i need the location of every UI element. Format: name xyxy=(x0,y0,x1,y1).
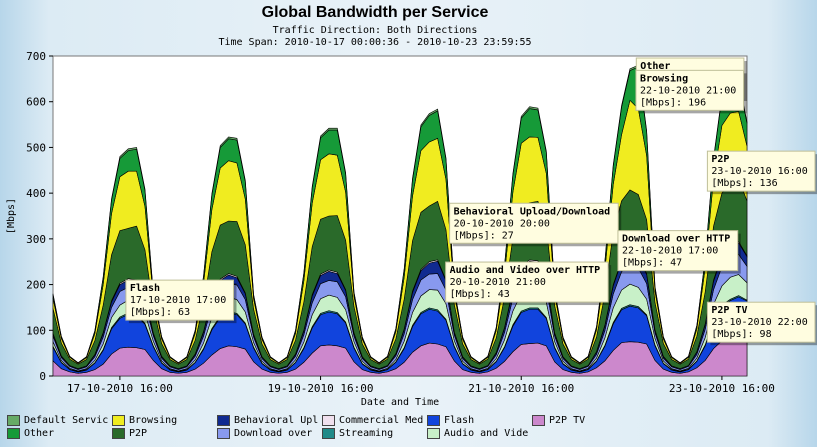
y-tick-label: 300 xyxy=(26,233,46,246)
annotation-title: P2P xyxy=(711,154,729,165)
annotation-time: 23-10-2010 22:00 xyxy=(711,317,807,328)
annotation-title: Browsing xyxy=(640,72,688,84)
x-tick-label: 23-10-2010 16:00 xyxy=(669,382,775,395)
legend-swatch xyxy=(427,428,440,439)
y-axis-label: [Mbps] xyxy=(6,198,17,234)
x-tick-label: 19-10-2010 16:00 xyxy=(268,382,374,395)
y-tick-label: 700 xyxy=(26,50,46,63)
legend-item-other: Other xyxy=(7,427,54,440)
chart-subtitle-timespan: Time Span: 2010-10-17 00:00:36 - 2010-10… xyxy=(218,37,532,48)
annotation-time: 20-10-2010 21:00 xyxy=(450,277,546,288)
legend-item-p2p-tv: P2P TV xyxy=(532,414,585,427)
legend-swatch xyxy=(427,415,440,426)
legend-swatch xyxy=(7,415,20,426)
legend-label: P2P xyxy=(129,428,148,439)
annotation-value: [Mbps]: 98 xyxy=(711,329,771,340)
legend-item-audio-and-vide: Audio and Vide xyxy=(427,427,528,440)
legend-swatch xyxy=(322,428,335,439)
legend-item-behavioral-upl: Behavioral Upl xyxy=(217,414,318,427)
chart-subtitle-direction: Traffic Direction: Both Directions xyxy=(272,25,478,36)
annotation-title: Download over HTTP xyxy=(622,234,730,245)
y-tick-label: 500 xyxy=(26,141,46,154)
annotation-title: Behavioral Upload/Download xyxy=(454,205,611,217)
legend-item-commercial-med: Commercial Med xyxy=(322,414,423,427)
chart-legend: Default Servic Other Browsing P2P Behavioral… xyxy=(7,410,807,446)
annotation-title: Audio and Video over HTTP xyxy=(450,264,601,276)
annotation-value: [Mbps]: 63 xyxy=(130,307,190,318)
chart-title: Global Bandwidth per Service xyxy=(261,4,489,21)
legend-label: Other xyxy=(24,428,55,439)
annotation-value: [Mbps]: 27 xyxy=(454,230,514,241)
legend-label: Browsing xyxy=(129,415,178,426)
annotation-time: 22-10-2010 21:00 xyxy=(640,85,736,96)
legend-label: Flash xyxy=(444,415,475,426)
legend-swatch xyxy=(7,428,20,439)
legend-item-p2p: P2P xyxy=(112,427,147,440)
legend-label: P2P TV xyxy=(549,415,586,426)
legend-swatch xyxy=(217,415,230,426)
x-tick-label: 17-10-2010 16:00 xyxy=(67,382,173,395)
legend-swatch xyxy=(532,415,545,426)
annotation-time: 23-10-2010 16:00 xyxy=(711,166,807,177)
legend-item-browsing: Browsing xyxy=(112,414,177,427)
annotation-title: P2P TV xyxy=(711,305,747,316)
annotation-time: 22-10-2010 17:00 xyxy=(622,246,718,257)
annotation-time: 20-10-2010 20:00 xyxy=(454,218,550,229)
y-tick-label: 0 xyxy=(39,370,46,383)
annotation-value: [Mbps]: 196 xyxy=(640,97,706,108)
legend-item-download-over: Download over xyxy=(217,427,312,440)
legend-label: Commercial Med xyxy=(339,415,424,426)
annotation-value: [Mbps]: 43 xyxy=(450,289,510,300)
legend-label: Streaming xyxy=(339,428,394,439)
annotation-time: 17-10-2010 17:00 xyxy=(130,295,226,306)
bandwidth-area-chart: 0 100 200 300 400 500 600 700 17-10-2010 16:00 19… xyxy=(6,50,817,408)
annotation-title: Other xyxy=(640,61,670,72)
series-area-default-service xyxy=(52,64,748,364)
legend-item-streaming: Streaming xyxy=(322,427,393,440)
legend-label: Download over xyxy=(234,428,313,439)
legend-swatch xyxy=(112,415,125,426)
y-tick-label: 600 xyxy=(26,96,46,109)
legend-label: Behavioral Upl xyxy=(234,415,319,426)
legend-swatch xyxy=(112,428,125,439)
legend-swatch xyxy=(217,428,230,439)
legend-label: Audio and Vide xyxy=(444,428,529,439)
y-tick-label: 100 xyxy=(26,324,46,337)
legend-item-default-servic: Default Servic xyxy=(7,414,108,427)
y-tick-label: 400 xyxy=(26,187,46,200)
x-tick-label: 21-10-2010 16:00 xyxy=(468,382,574,395)
annotation-value: [Mbps]: 136 xyxy=(711,178,777,189)
x-axis-label: Date and Time xyxy=(361,397,439,408)
y-tick-label: 200 xyxy=(26,279,46,292)
annotation-value: [Mbps]: 47 xyxy=(622,258,682,269)
legend-item-flash: Flash xyxy=(427,414,474,427)
annotation-title: Flash xyxy=(130,283,160,294)
legend-swatch xyxy=(322,415,335,426)
legend-label: Default Servic xyxy=(24,415,109,426)
